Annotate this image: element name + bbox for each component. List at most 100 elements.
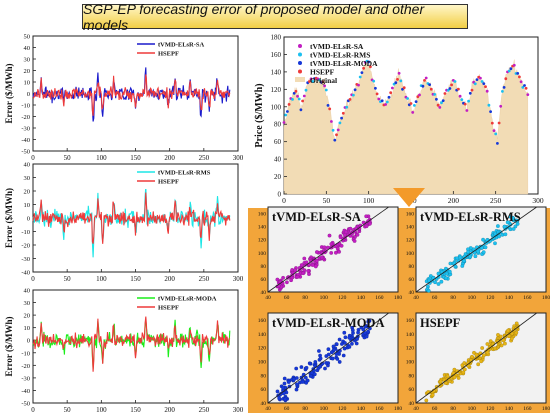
y-tick-label: 120 bbox=[406, 238, 415, 244]
y-tick-label: -30 bbox=[21, 256, 30, 263]
forecast-point bbox=[406, 97, 409, 100]
x-tick-label: 40 bbox=[413, 295, 419, 301]
x-tick-label: 300 bbox=[233, 406, 244, 413]
x-tick-label: 180 bbox=[394, 406, 403, 412]
y-tick-label: 140 bbox=[258, 332, 267, 338]
y-axis-label: Price ($/MWh) bbox=[254, 83, 265, 147]
scatter-point bbox=[430, 393, 435, 398]
forecast-point bbox=[328, 107, 332, 111]
scatter-point bbox=[479, 359, 484, 364]
scatter-point bbox=[495, 224, 500, 229]
forecast-point bbox=[487, 103, 491, 107]
scatter-point bbox=[472, 350, 476, 355]
scatter-point bbox=[338, 235, 343, 240]
x-tick-label: 200 bbox=[164, 406, 175, 413]
y-tick-label: -10 bbox=[21, 103, 30, 110]
scatter-point bbox=[367, 221, 372, 226]
x-tick-label: 250 bbox=[199, 406, 210, 413]
forecast-point bbox=[335, 133, 338, 137]
scatter-point bbox=[343, 335, 348, 340]
forecast-point bbox=[423, 79, 426, 82]
legend-label: HSEPF bbox=[310, 68, 335, 77]
forecast-point bbox=[294, 89, 298, 93]
scatter-point bbox=[497, 234, 502, 239]
x-tick-label: 250 bbox=[199, 154, 210, 162]
forecast-point bbox=[465, 109, 469, 112]
y-tick-label: 60 bbox=[409, 277, 415, 283]
legend-label: HSEPF bbox=[158, 51, 179, 58]
scatter-point bbox=[329, 250, 334, 255]
scatter-point bbox=[329, 242, 334, 246]
scatter-point bbox=[310, 263, 315, 268]
scatter-point bbox=[313, 264, 318, 269]
y-axis-label: Error ($/MWh) bbox=[4, 317, 14, 377]
y-tick-label: 20 bbox=[24, 189, 31, 196]
scatter-point bbox=[468, 254, 473, 259]
y-tick-label: 120 bbox=[406, 346, 415, 352]
y-tick-label: 20 bbox=[24, 313, 31, 320]
y-tick-label: 80 bbox=[274, 121, 282, 129]
x-tick-label: 250 bbox=[490, 196, 502, 205]
scatter-point bbox=[286, 380, 291, 385]
y-tick-label: 40 bbox=[261, 290, 267, 296]
forecast-point bbox=[284, 113, 288, 117]
scatter-point bbox=[496, 332, 500, 337]
forecast-point bbox=[396, 78, 399, 81]
x-tick-label: 50 bbox=[64, 406, 72, 413]
forecast-point bbox=[391, 86, 394, 90]
scatter-point bbox=[364, 214, 369, 219]
forecast-point bbox=[369, 65, 372, 69]
figure-title-banner: SGP-EP forecasting error of proposed mod… bbox=[82, 1, 468, 33]
y-tick-label: 80 bbox=[409, 373, 415, 379]
forecast-point bbox=[443, 92, 447, 95]
x-tick-label: 60 bbox=[432, 406, 438, 412]
y-tick-label: 10 bbox=[24, 202, 31, 209]
forecast-point bbox=[470, 88, 474, 92]
scatter-point bbox=[323, 366, 327, 371]
legend-marker bbox=[295, 77, 305, 82]
scatter-point bbox=[295, 274, 300, 279]
forecast-point bbox=[509, 67, 513, 71]
forecast-point bbox=[413, 104, 416, 107]
y-tick-label: -10 bbox=[21, 350, 30, 357]
forecast-point bbox=[512, 63, 516, 67]
scatter-point bbox=[347, 344, 352, 349]
scatter-point bbox=[515, 221, 520, 226]
y-tick-label: 100 bbox=[258, 251, 267, 257]
scatter-point bbox=[485, 350, 490, 355]
scatter-point bbox=[502, 224, 507, 229]
x-tick-label: 80 bbox=[450, 406, 456, 412]
forecast-point bbox=[399, 79, 403, 83]
x-tick-label: 0 bbox=[31, 154, 35, 162]
forecast-point bbox=[504, 77, 508, 81]
scatter-point bbox=[344, 230, 348, 235]
forecast-point bbox=[375, 92, 379, 96]
legend-label: tVMD-ELsR-RMS bbox=[310, 51, 370, 60]
scatter-point bbox=[460, 264, 465, 268]
scatter-point bbox=[335, 356, 340, 361]
x-tick-label: 120 bbox=[486, 295, 495, 301]
y-tick-label: 140 bbox=[258, 225, 267, 231]
figure-title: SGP-EP forecasting error of proposed mod… bbox=[83, 0, 425, 33]
y-tick-label: 140 bbox=[271, 68, 282, 76]
scatter-point bbox=[470, 354, 474, 359]
y-tick-label: -20 bbox=[21, 243, 30, 250]
forecast-point bbox=[323, 84, 326, 88]
legend-label: tVMD-ELsR-SA bbox=[158, 42, 205, 49]
y-tick-label: 100 bbox=[258, 359, 267, 365]
forecast-point bbox=[485, 89, 489, 93]
y-tick-label: 100 bbox=[271, 103, 282, 111]
scatter-point bbox=[480, 346, 485, 350]
y-tick-label: 100 bbox=[406, 251, 415, 257]
forecast-point bbox=[457, 87, 460, 91]
forecast-point bbox=[411, 111, 415, 114]
forecast-point bbox=[311, 80, 315, 83]
legend-label: Original bbox=[310, 76, 337, 85]
forecast-point bbox=[326, 104, 330, 107]
y-tick-label: 50 bbox=[24, 34, 31, 41]
forecast-point bbox=[360, 71, 364, 74]
scatter-panel-label: tVMD-ELsR-RMS bbox=[420, 210, 521, 224]
forecast-point bbox=[338, 121, 342, 125]
scatter-point bbox=[307, 361, 312, 366]
forecast-point bbox=[324, 88, 328, 92]
